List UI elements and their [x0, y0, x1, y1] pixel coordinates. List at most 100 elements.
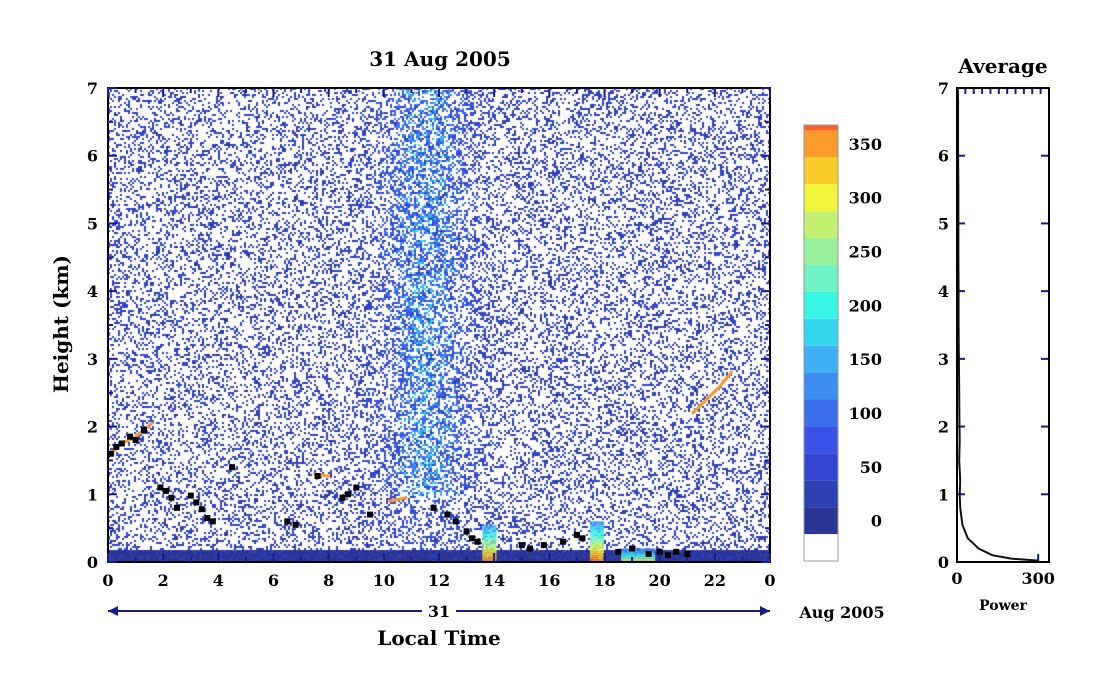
- average-profile-line: [956, 87, 1039, 562]
- avg-x-tick-label-0: 0: [951, 569, 962, 588]
- colorbar-cell-7: [804, 318, 838, 346]
- colorbar-cell-3: [804, 426, 838, 454]
- avg-x-tick-label-1: 300: [1021, 569, 1054, 588]
- avg-y-tick-label-2: 2: [938, 418, 949, 437]
- saturated-point-10: [187, 492, 194, 499]
- heatmap-canvas: [108, 88, 770, 562]
- saturated-point-19: [339, 494, 346, 501]
- date-bar-left-arrow: [108, 606, 118, 616]
- avg-y-tick-label-4: 4: [938, 282, 949, 301]
- saturated-point-18: [314, 473, 321, 479]
- x-tick-label-1: 2: [158, 571, 169, 590]
- colorbar-cell-1: [804, 480, 838, 508]
- x-tick-label-0: 0: [102, 571, 113, 590]
- colorbar-label-7: 350: [849, 135, 882, 154]
- average-x-label: Power: [979, 598, 1027, 614]
- saturated-point-5: [140, 427, 147, 433]
- avg-y-tick-label-1: 1: [938, 485, 949, 504]
- saturated-point-4: [132, 437, 139, 444]
- colorbar-label-3: 150: [849, 350, 882, 369]
- echo-trail-3: [387, 496, 408, 503]
- avg-y-tick-label-7: 7: [938, 79, 949, 98]
- x-axis-label: Local Time: [377, 626, 500, 650]
- saturated-point-26: [463, 528, 470, 535]
- average-title: Average: [957, 54, 1047, 78]
- average-plot-frame: [956, 87, 1050, 563]
- saturated-point-25: [452, 518, 459, 525]
- y-tick-label-1: 1: [87, 485, 98, 504]
- colorbar-cell-10: [804, 238, 838, 265]
- x-tick-label-11: 22: [704, 571, 726, 590]
- saturated-point-33: [573, 531, 580, 538]
- y-tick-label-5: 5: [87, 214, 98, 233]
- x-tick-label-10: 20: [649, 571, 671, 590]
- x-tick-label-3: 6: [268, 571, 279, 590]
- saturated-point-1: [113, 443, 120, 450]
- saturated-point-0: [107, 450, 114, 457]
- colorbar-label-4: 200: [849, 296, 882, 315]
- saturated-point-13: [204, 515, 211, 521]
- colorbar-label-2: 100: [849, 404, 882, 423]
- colorbar-cell-0: [804, 507, 838, 535]
- saturated-point-22: [367, 511, 373, 518]
- x-tick-label-4: 8: [323, 571, 334, 590]
- date-bar-day: 31: [428, 602, 450, 621]
- saturated-point-17: [292, 521, 299, 528]
- colorbar-cell-15: [804, 125, 838, 131]
- y-tick-label-7: 7: [87, 79, 98, 98]
- saturated-point-11: [193, 499, 200, 506]
- saturated-point-14: [209, 518, 216, 525]
- saturated-point-7: [162, 487, 169, 494]
- saturated-point-39: [664, 552, 671, 559]
- avg-y-tick-label-0: 0: [938, 553, 949, 572]
- y-tick-label-4: 4: [87, 282, 98, 301]
- date-bar-right-arrow: [760, 606, 770, 616]
- colorbar-label-1: 50: [860, 458, 882, 477]
- saturated-point-38: [656, 548, 663, 555]
- saturated-point-24: [444, 511, 451, 518]
- main-title: 31 Aug 2005: [369, 47, 510, 71]
- colorbar-label-6: 300: [849, 189, 882, 208]
- colorbar-cell-5: [804, 372, 838, 400]
- y-axis-label: Height (km): [49, 255, 73, 393]
- y-tick-label-3: 3: [87, 350, 98, 369]
- x-tick-label-6: 12: [428, 571, 450, 590]
- x-tick-label-8: 16: [538, 571, 560, 590]
- echo-trail-1: [691, 370, 733, 415]
- saturated-point-31: [540, 542, 547, 549]
- colorbar-label-5: 250: [849, 242, 882, 261]
- saturated-point-3: [127, 433, 134, 440]
- saturated-point-36: [629, 545, 636, 552]
- saturated-point-37: [645, 550, 652, 557]
- saturated-point-29: [518, 542, 525, 549]
- colorbar-cell-2: [804, 453, 838, 481]
- saturated-point-8: [168, 494, 175, 501]
- x-tick-label-12: 0: [764, 571, 775, 590]
- y-tick-label-6: 6: [87, 147, 98, 166]
- colorbar-cell-8: [804, 291, 838, 319]
- saturated-point-32: [560, 538, 567, 545]
- saturated-point-35: [615, 548, 622, 555]
- saturated-point-27: [469, 535, 476, 542]
- avg-y-tick-label-5: 5: [938, 214, 949, 233]
- saturated-point-6: [157, 484, 164, 491]
- saturated-point-16: [284, 518, 291, 525]
- date-bar-month-year: Aug 2005: [798, 603, 884, 622]
- colorbar-frame: [803, 124, 839, 562]
- colorbar-cell-9: [804, 264, 838, 292]
- y-tick-label-0: 0: [87, 553, 98, 572]
- avg-y-tick-label-6: 6: [938, 147, 949, 166]
- colorbar-cell-14: [804, 130, 838, 158]
- x-tick-label-7: 14: [483, 571, 505, 590]
- colorbar-cell-4: [804, 399, 838, 427]
- colorbar-label-0: 0: [871, 512, 882, 531]
- colorbar-cell-12: [804, 184, 838, 212]
- average-profile-panel: 0 1 2 3 4 5 6 7 0 300: [938, 79, 1055, 588]
- saturated-point-23: [430, 504, 437, 511]
- avg-y-tick-label-3: 3: [938, 350, 949, 369]
- saturated-point-40: [673, 548, 680, 555]
- saturated-point-9: [174, 504, 180, 511]
- colorbar-cell-empty: [804, 534, 838, 561]
- x-tick-label-9: 18: [593, 571, 615, 590]
